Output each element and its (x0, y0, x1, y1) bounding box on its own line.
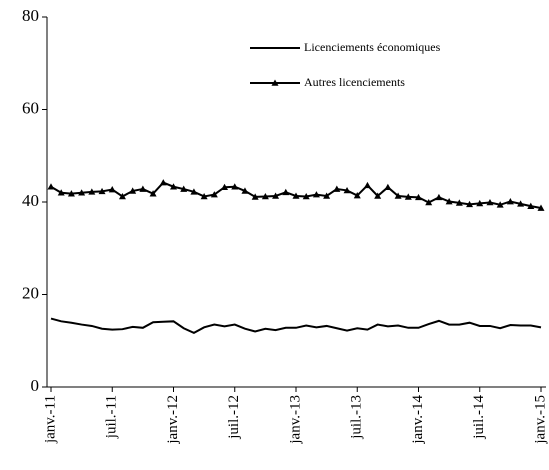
point-marker (47, 183, 55, 190)
point-marker (506, 198, 514, 205)
point-marker (292, 192, 300, 199)
point-marker (404, 193, 412, 200)
point-marker (384, 183, 392, 190)
point-marker (374, 192, 382, 199)
point-marker (312, 191, 320, 198)
point-marker (537, 204, 545, 211)
point-marker (466, 200, 474, 208)
legend-label: Autres licenciements (304, 75, 405, 89)
point-marker (445, 198, 453, 205)
point-marker (323, 192, 331, 199)
point-marker (170, 183, 177, 190)
point-marker (333, 185, 341, 192)
x-tick-label: juil.-14 (471, 395, 487, 440)
legend-marker (271, 79, 279, 86)
point-marker (425, 198, 433, 206)
point-marker (78, 189, 86, 196)
point-marker (118, 192, 126, 200)
point-marker (353, 192, 361, 199)
point-marker (261, 192, 269, 200)
x-tick-label: janv.-11 (42, 395, 58, 444)
point-marker (272, 192, 280, 199)
x-tick-label: janv.-14 (410, 395, 426, 445)
point-marker (200, 192, 208, 200)
legend-label: Licenciements économiques (304, 40, 441, 54)
point-marker (159, 179, 167, 186)
point-marker (517, 200, 525, 207)
point-marker (343, 186, 351, 194)
point-marker (180, 185, 188, 192)
point-marker (67, 190, 75, 197)
point-marker (57, 189, 65, 196)
point-marker (98, 187, 106, 195)
point-marker (476, 199, 484, 207)
point-marker (190, 188, 198, 195)
x-tick-label: juil.-11 (104, 395, 120, 439)
point-marker (88, 188, 96, 195)
point-marker (486, 198, 494, 206)
point-marker (221, 183, 229, 190)
y-tick-label: 20 (22, 283, 39, 302)
point-marker (251, 193, 259, 200)
point-marker (139, 185, 147, 192)
point-marker (455, 199, 463, 206)
series-line (50, 317, 542, 335)
y-tick-label: 60 (22, 98, 39, 117)
point-marker (108, 186, 116, 193)
point-marker (241, 187, 249, 194)
point-marker (363, 181, 371, 189)
x-tick-label: juil.-12 (226, 395, 242, 440)
point-marker (435, 193, 443, 201)
point-marker (282, 188, 290, 196)
point-marker (129, 187, 137, 194)
point-marker (149, 190, 157, 197)
y-tick-label: 0 (31, 376, 40, 395)
point-marker (210, 191, 218, 198)
point-marker (302, 192, 310, 200)
x-tick-label: janv.-15 (532, 395, 548, 445)
point-marker (496, 201, 504, 208)
point-marker (527, 202, 535, 209)
x-tick-label: janv.-12 (165, 395, 181, 445)
point-marker (415, 193, 422, 201)
x-tick-label: juil.-13 (349, 395, 365, 440)
point-marker (394, 192, 402, 199)
point-marker (231, 183, 239, 190)
y-tick-label: 40 (22, 191, 39, 210)
x-tick-label: janv.-13 (287, 395, 303, 445)
y-tick-label: 80 (22, 6, 39, 25)
